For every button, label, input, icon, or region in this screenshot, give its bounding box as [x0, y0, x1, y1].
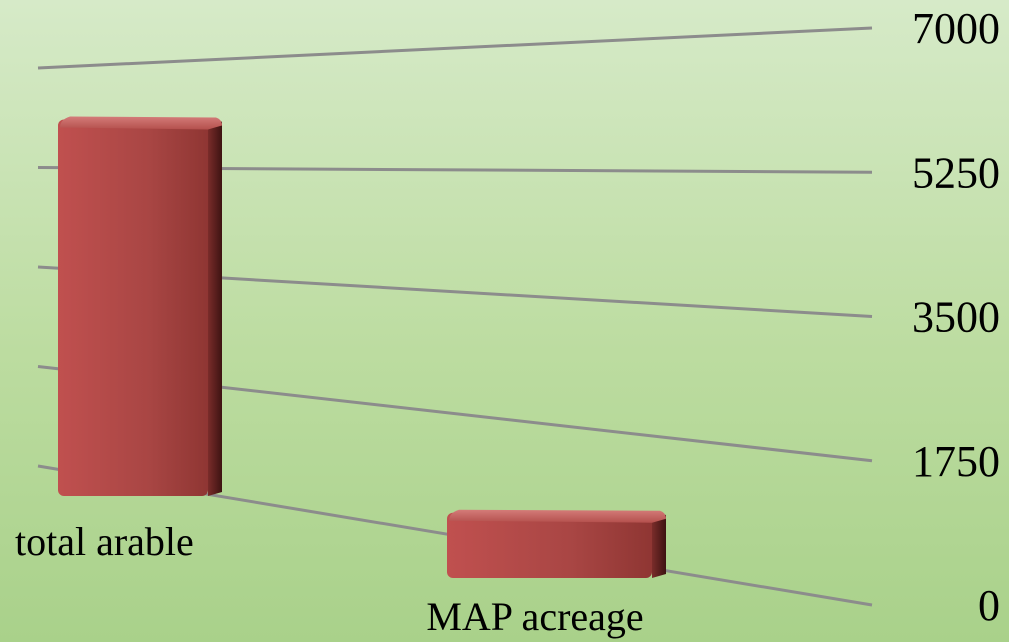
bar-side — [652, 514, 666, 578]
bars — [58, 116, 666, 578]
bar-side — [208, 121, 222, 496]
y-tick-label: 5250 — [912, 148, 1000, 197]
bar-face — [447, 512, 652, 578]
y-tick-label: 7000 — [912, 4, 1000, 53]
y-tick-label: 1750 — [912, 437, 1000, 486]
x-axis-categories: total arable MAP acreage — [15, 519, 644, 639]
y-tick-label: 3500 — [912, 293, 1000, 342]
bar-face — [58, 119, 208, 496]
category-label: total arable — [15, 519, 194, 564]
category-label: MAP acreage — [426, 594, 643, 639]
y-axis-ticks: 0 1750 3500 5250 7000 — [912, 4, 1000, 630]
bar-top — [449, 509, 666, 523]
bar-total-arable — [58, 116, 222, 496]
bar-map-acreage — [447, 509, 666, 578]
gridline — [37, 26, 873, 70]
bar-top — [60, 116, 222, 130]
y-tick-label: 0 — [978, 581, 1000, 630]
